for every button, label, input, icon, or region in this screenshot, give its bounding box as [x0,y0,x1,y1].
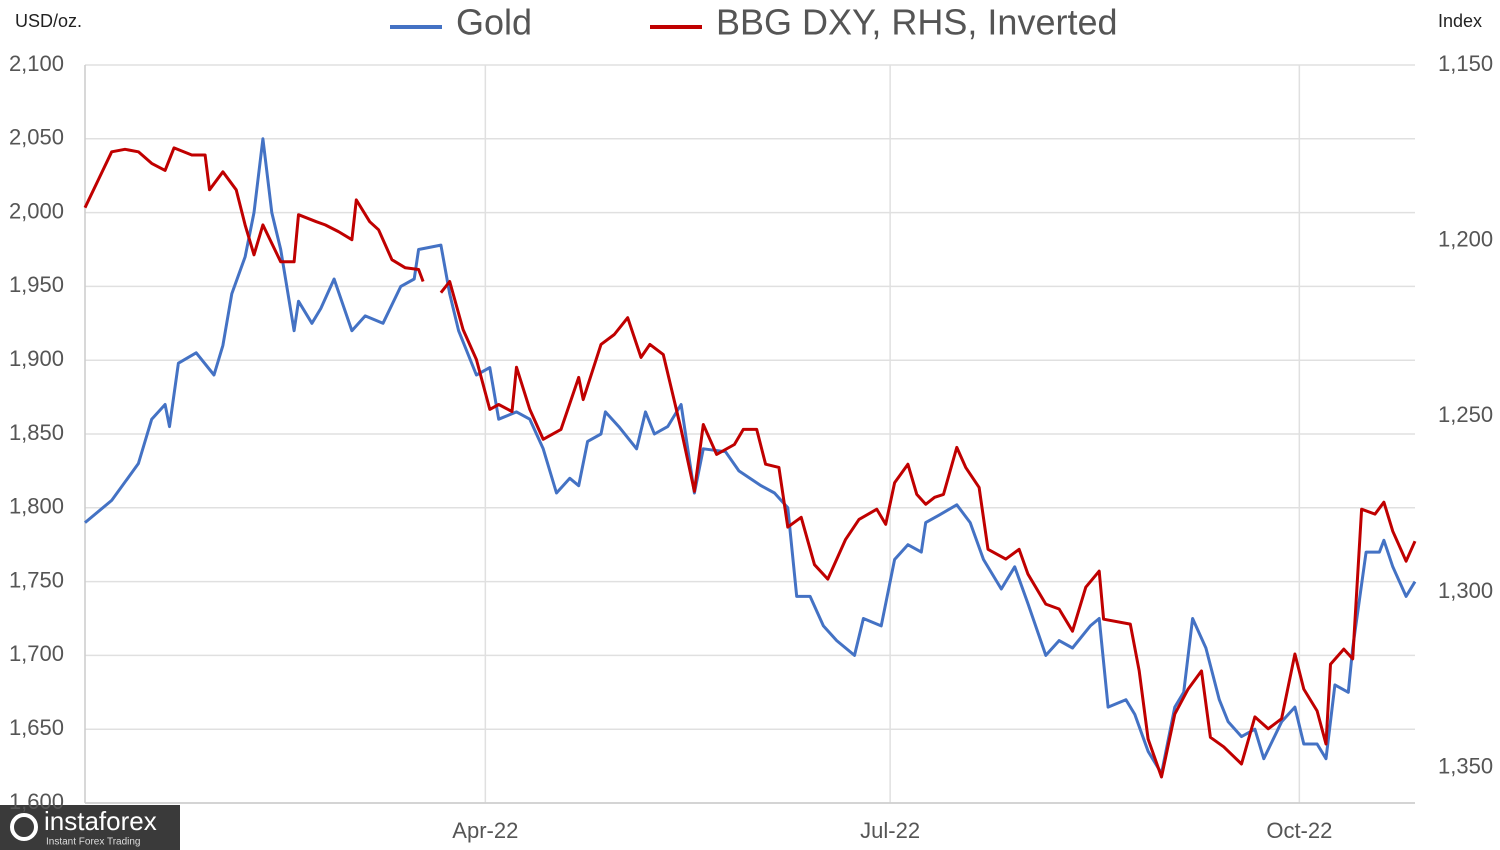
x-tick-label: Jul-22 [860,818,920,843]
y2-tick-label: 1,200 [1438,227,1493,252]
legend: Gold BBG DXY, RHS, Inverted [390,2,1118,43]
y-tick-label: 1,800 [9,494,64,519]
y-tick-label: 1,900 [9,346,64,371]
y-tick-label: 1,600 [9,789,64,814]
watermark-tagline: Instant Forex Trading [46,837,141,848]
y-tick-label: 2,000 [9,198,64,223]
y2-tick-label: 1,150 [1438,51,1493,76]
watermark-box [0,805,180,850]
y-tick-label: 1,950 [9,272,64,297]
y2-tick-label: 1,300 [1438,578,1493,603]
grid [84,64,1415,804]
y-tick-label: 1,650 [9,715,64,740]
watermark-logo [10,813,38,841]
legend-label: BBG DXY, RHS, Inverted [716,2,1118,43]
lines [83,137,1417,779]
legend-label: Gold [456,2,532,43]
y2-tick-label: 1,250 [1438,402,1493,427]
series-line [83,146,1417,779]
watermark: instaforex Instant Forex Trading [0,805,180,850]
y-axis-label: USD/oz. [15,11,82,31]
y-tick-label: 1,750 [9,567,64,592]
y-tick-label: 1,700 [9,641,64,666]
watermark-brand: instaforex [44,806,157,836]
y2-axis-label: Index [1438,11,1482,31]
x-tick-label: Oct-22 [1266,818,1332,843]
y-tick-label: 2,100 [9,51,64,76]
y2-tick-label: 1,350 [1438,754,1493,779]
series-line [84,137,1417,775]
y-tick-label: 1,850 [9,420,64,445]
x-tick-label: Apr-22 [452,818,518,843]
y-tick-label: 2,050 [9,125,64,150]
